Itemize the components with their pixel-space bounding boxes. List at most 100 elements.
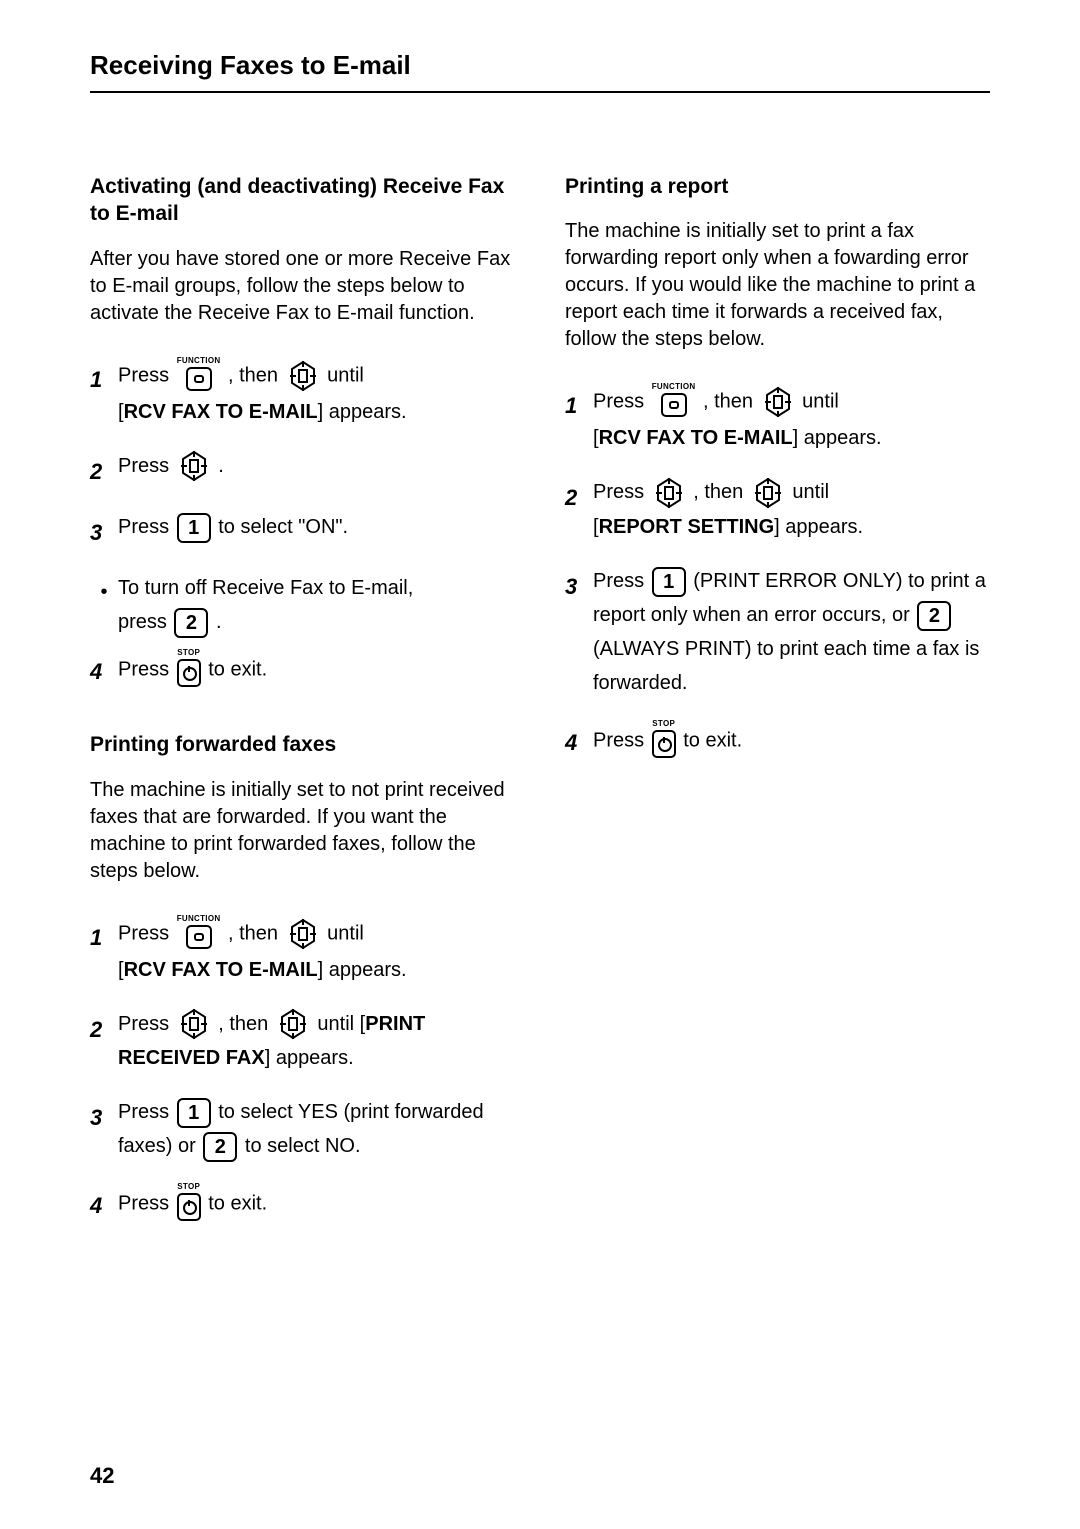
text: to exit. xyxy=(208,1193,267,1215)
stop-key-icon: STOP xyxy=(652,720,676,762)
key-2-icon: 2 xyxy=(174,608,208,638)
step-2: 2 Press , then until [PRINT RECEIVED FAX… xyxy=(90,1007,515,1076)
page-title: Receiving Faxes to E-mail xyxy=(90,50,990,93)
text: until xyxy=(802,391,839,413)
arrow-key-icon xyxy=(652,476,686,510)
content-columns: Activating (and deactivating) Receive Fa… xyxy=(90,173,990,1245)
step-number: 4 xyxy=(90,1183,118,1224)
step-1: 1 Press FUNCTION , then until [RCV FAX T… xyxy=(565,383,990,455)
step-number: 3 xyxy=(90,510,118,551)
intro-print-report: The machine is initially set to print a … xyxy=(565,218,990,353)
text: Press xyxy=(118,364,175,386)
text: to exit. xyxy=(208,659,267,681)
text: Press xyxy=(593,481,650,503)
text: , then xyxy=(703,391,759,413)
arrow-key-icon xyxy=(286,917,320,951)
text: to select NO. xyxy=(245,1135,361,1157)
text: , then xyxy=(228,922,284,944)
page-number: 42 xyxy=(90,1463,114,1489)
text: Press xyxy=(118,659,175,681)
key-2-icon: 2 xyxy=(203,1132,237,1162)
intro-print-forwarded: The machine is initially set to not prin… xyxy=(90,777,515,885)
step-4: 4 Press STOP to exit. xyxy=(90,649,515,691)
function-key-icon: FUNCTION xyxy=(177,915,221,953)
display-text: RCV FAX TO E-MAIL xyxy=(124,959,318,981)
text: to select "ON". xyxy=(218,516,348,538)
step-number: 4 xyxy=(90,649,118,690)
step-number: 4 xyxy=(565,720,593,761)
step-2: 2 Press . xyxy=(90,449,515,490)
text: , then xyxy=(218,1013,274,1035)
display-text: RCV FAX TO E-MAIL xyxy=(599,427,793,449)
text: Press xyxy=(118,1101,175,1123)
function-key-icon: FUNCTION xyxy=(652,383,696,421)
step-3: 3 Press 1 (PRINT ERROR ONLY) to print a … xyxy=(565,564,990,700)
arrow-key-icon xyxy=(761,385,795,419)
text: ] appears. xyxy=(265,1047,354,1069)
text: . xyxy=(216,611,222,633)
intro-activate: After you have stored one or more Receiv… xyxy=(90,246,515,327)
arrow-key-icon xyxy=(177,449,211,483)
step-number: 2 xyxy=(90,449,118,490)
step-3: 3 Press 1 to select "ON". xyxy=(90,510,515,551)
text: until xyxy=(792,481,829,503)
step-number: 2 xyxy=(90,1007,118,1048)
key-1-icon: 1 xyxy=(177,1098,211,1128)
key-1-icon: 1 xyxy=(652,567,686,597)
bullet-note: • To turn off Receive Fax to E-mail, pre… xyxy=(90,571,515,639)
text: ] appears. xyxy=(318,959,407,981)
arrow-key-icon xyxy=(751,476,785,510)
key-1-icon: 1 xyxy=(177,513,211,543)
text: Press xyxy=(593,391,650,413)
text: Press xyxy=(118,455,175,477)
step-number: 1 xyxy=(565,383,593,424)
step-number: 1 xyxy=(90,357,118,398)
text: until [ xyxy=(317,1013,365,1035)
text: until xyxy=(327,922,364,944)
text: press xyxy=(118,611,172,633)
text: Press xyxy=(118,516,175,538)
step-1: 1 Press FUNCTION , then until [RCV FAX T… xyxy=(90,357,515,429)
text: until xyxy=(327,364,364,386)
step-1: 1 Press FUNCTION , then until [RCV FAX T… xyxy=(90,915,515,987)
text: ] appears. xyxy=(318,401,407,423)
text: Press xyxy=(118,1193,175,1215)
heading-activate: Activating (and deactivating) Receive Fa… xyxy=(90,173,515,228)
function-key-icon: FUNCTION xyxy=(177,357,221,395)
step-4: 4 Press STOP to exit. xyxy=(565,720,990,762)
arrow-key-icon xyxy=(276,1007,310,1041)
arrow-key-icon xyxy=(177,1007,211,1041)
heading-print-report: Printing a report xyxy=(565,173,990,200)
step-2: 2 Press , then until [REPORT SETTING] ap… xyxy=(565,475,990,544)
text: Press xyxy=(593,729,650,751)
bullet-icon: • xyxy=(90,571,118,639)
steps-print-forwarded: 1 Press FUNCTION , then until [ RCV FAX T… xyxy=(90,915,515,1226)
step-3: 3 Press 1 to select YES (print forwarded… xyxy=(90,1095,515,1163)
stop-key-icon: STOP xyxy=(177,1183,201,1225)
text: Press xyxy=(593,570,650,592)
step-number: 3 xyxy=(565,564,593,605)
left-column: Activating (and deactivating) Receive Fa… xyxy=(90,173,515,1245)
text: . xyxy=(218,455,224,477)
text: Press xyxy=(118,1013,175,1035)
steps-activate: 1 Press FUNCTION , then until [RCV FAX T… xyxy=(90,357,515,692)
steps-print-report: 1 Press FUNCTION , then until [RCV FAX T… xyxy=(565,383,990,762)
step-number: 3 xyxy=(90,1095,118,1136)
step-4: 4 Press STOP to exit. xyxy=(90,1183,515,1225)
stop-key-icon: STOP xyxy=(177,649,201,691)
right-column: Printing a report The machine is initial… xyxy=(565,173,990,1245)
heading-print-forwarded: Printing forwarded faxes xyxy=(90,731,515,758)
arrow-key-icon xyxy=(286,359,320,393)
step-number: 2 xyxy=(565,475,593,516)
text: ] appears. xyxy=(774,516,863,538)
display-text: REPORT SETTING xyxy=(599,516,775,538)
text: To turn off Receive Fax to E-mail, xyxy=(118,577,413,599)
text: Press xyxy=(118,922,175,944)
key-2-icon: 2 xyxy=(917,601,951,631)
text: (ALWAYS PRINT) to print each time a fax … xyxy=(593,638,979,694)
step-number: 1 xyxy=(90,915,118,956)
text: ] appears. xyxy=(793,427,882,449)
text: , then xyxy=(693,481,749,503)
text: to exit. xyxy=(683,729,742,751)
display-text: RCV FAX TO E-MAIL xyxy=(124,401,318,423)
